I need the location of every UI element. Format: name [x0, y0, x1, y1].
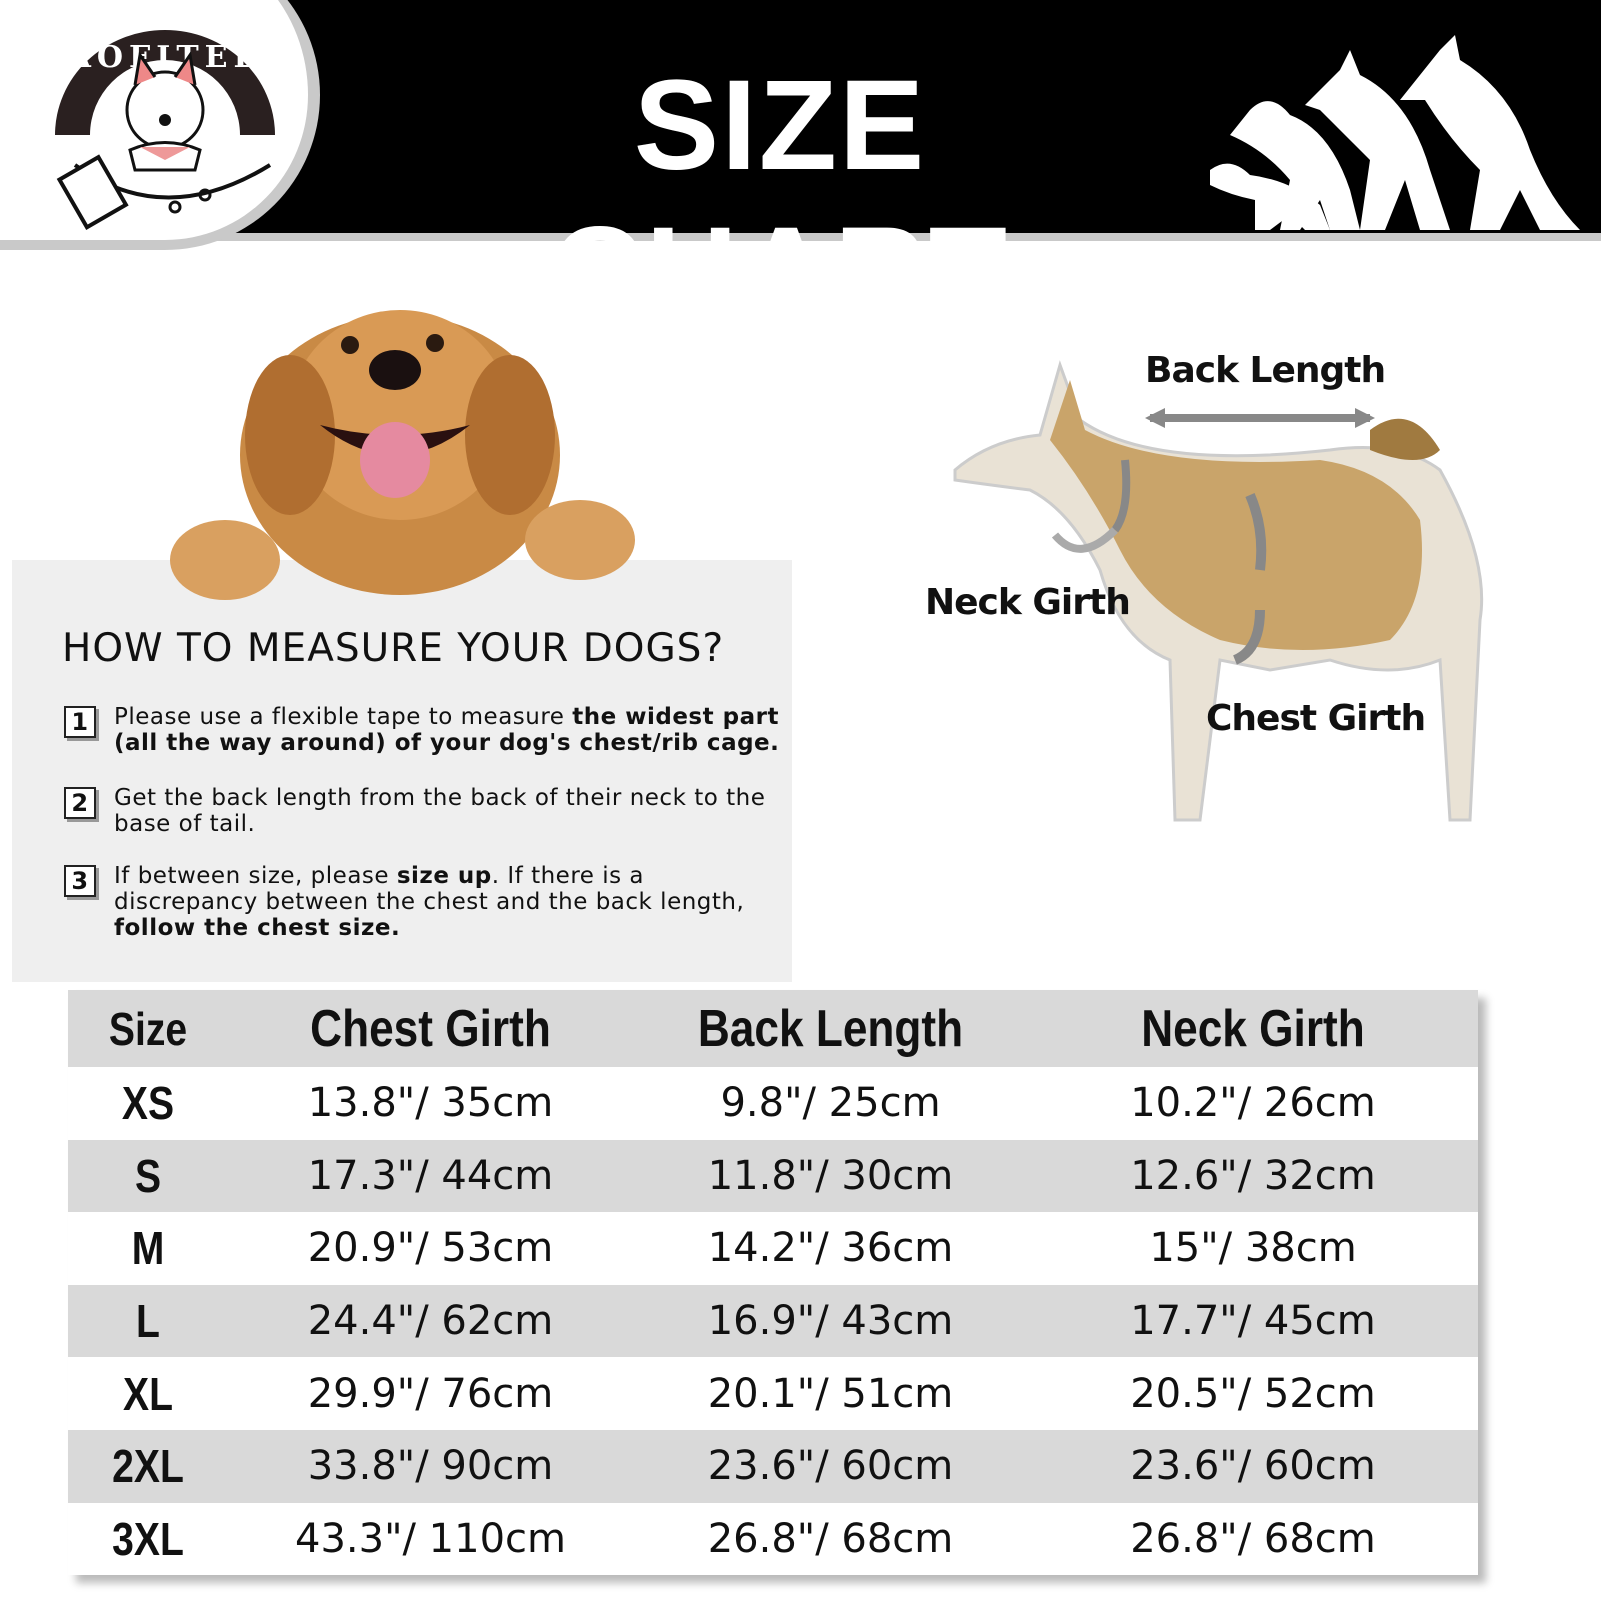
size-table: Size Chest Girth Back Length Neck Girth … [68, 990, 1478, 1575]
size-cell: 3XL [112, 1512, 184, 1565]
golden-retriever-photo [170, 310, 635, 600]
step-number: 2 [64, 787, 96, 819]
table-header: Size Chest Girth Back Length Neck Girth [68, 990, 1478, 1067]
size-cell: S [134, 1149, 162, 1202]
howto-heading: HOW TO MEASURE YOUR DOGS? [62, 626, 725, 671]
header-chest-girth: Chest Girth [310, 999, 551, 1058]
step-3: 3 If between size, please size up. If th… [64, 863, 784, 941]
chest-girth-cell: 20.9"/ 53cm [307, 1225, 554, 1272]
neck-girth-cell: 10.2"/ 26cm [1130, 1080, 1376, 1127]
back-length-cell: 16.9"/ 43cm [707, 1298, 954, 1345]
chest-girth-cell: 13.8"/ 35cm [307, 1080, 554, 1127]
back-length-cell: 14.2"/ 36cm [707, 1225, 954, 1272]
label-back-length: Back Length [1145, 350, 1386, 391]
step-text: If between size, please size up. If ther… [114, 863, 745, 941]
step-number: 3 [64, 865, 96, 897]
table-row: 2XL 33.8"/ 90cm 23.6"/ 60cm 23.6"/ 60cm [68, 1429, 1478, 1503]
chest-girth-cell: 43.3"/ 110cm [295, 1515, 566, 1562]
size-cell: L [136, 1295, 160, 1348]
neck-girth-cell: 26.8"/ 68cm [1130, 1515, 1376, 1562]
table-row: L 24.4"/ 62cm 16.9"/ 43cm 17.7"/ 45cm [68, 1284, 1478, 1358]
svg-text:AOFITEE: AOFITEE [67, 40, 263, 75]
back-length-cell: 9.8"/ 25cm [720, 1080, 941, 1127]
back-length-cell: 26.8"/ 68cm [707, 1515, 954, 1562]
step-number: 1 [64, 706, 96, 738]
step-1: 1 Please use a flexible tape to measure … [64, 704, 784, 756]
step-2: 2 Get the back length from the back of t… [64, 785, 784, 837]
back-length-cell: 23.6"/ 60cm [707, 1443, 954, 1490]
measure-instructions-panel [12, 560, 792, 982]
neck-girth-cell: 23.6"/ 60cm [1130, 1443, 1376, 1490]
size-cell: XL [123, 1367, 173, 1420]
label-neck-girth: Neck Girth [925, 582, 1131, 623]
neck-girth-cell: 20.5"/ 52cm [1130, 1370, 1376, 1417]
neck-girth-cell: 17.7"/ 45cm [1130, 1298, 1376, 1345]
table-row: 3XL 43.3"/ 110cm 26.8"/ 68cm 26.8"/ 68cm [68, 1503, 1478, 1576]
divider [0, 233, 1601, 241]
size-cell: XS [121, 1077, 175, 1130]
header-size: Size [108, 1002, 188, 1055]
step-text: Get the back length from the back of the… [114, 785, 766, 837]
table-row: S 17.3"/ 44cm 11.8"/ 30cm 12.6"/ 32cm [68, 1139, 1478, 1213]
page-title: SIZE CHART [551, 54, 1009, 344]
table-row: XL 29.9"/ 76cm 20.1"/ 51cm 20.5"/ 52cm [68, 1357, 1478, 1430]
dog-measurement-diagram [953, 360, 1484, 822]
header-back-length: Back Length [697, 999, 964, 1058]
back-length-cell: 20.1"/ 51cm [707, 1370, 954, 1417]
neck-girth-cell: 12.6"/ 32cm [1130, 1152, 1376, 1199]
chest-girth-cell: 17.3"/ 44cm [307, 1152, 554, 1199]
neck-girth-cell: 15"/ 38cm [1149, 1225, 1357, 1272]
label-chest-girth: Chest Girth [1206, 698, 1426, 739]
dog-silhouettes-icon [1210, 35, 1580, 230]
chest-girth-cell: 24.4"/ 62cm [307, 1298, 554, 1345]
table-row: XS 13.8"/ 35cm 9.8"/ 25cm 10.2"/ 26cm [68, 1067, 1478, 1140]
chest-girth-cell: 33.8"/ 90cm [307, 1443, 554, 1490]
header-neck-girth: Neck Girth [1141, 999, 1365, 1058]
size-cell: M [131, 1222, 165, 1275]
size-cell: 2XL [112, 1440, 184, 1493]
step-text: Please use a flexible tape to measure th… [114, 704, 780, 756]
back-length-cell: 11.8"/ 30cm [707, 1152, 954, 1199]
brand-logo: AOFITEE [55, 30, 275, 230]
table-row: M 20.9"/ 53cm 14.2"/ 36cm 15"/ 38cm [68, 1212, 1478, 1285]
chest-girth-cell: 29.9"/ 76cm [307, 1370, 554, 1417]
